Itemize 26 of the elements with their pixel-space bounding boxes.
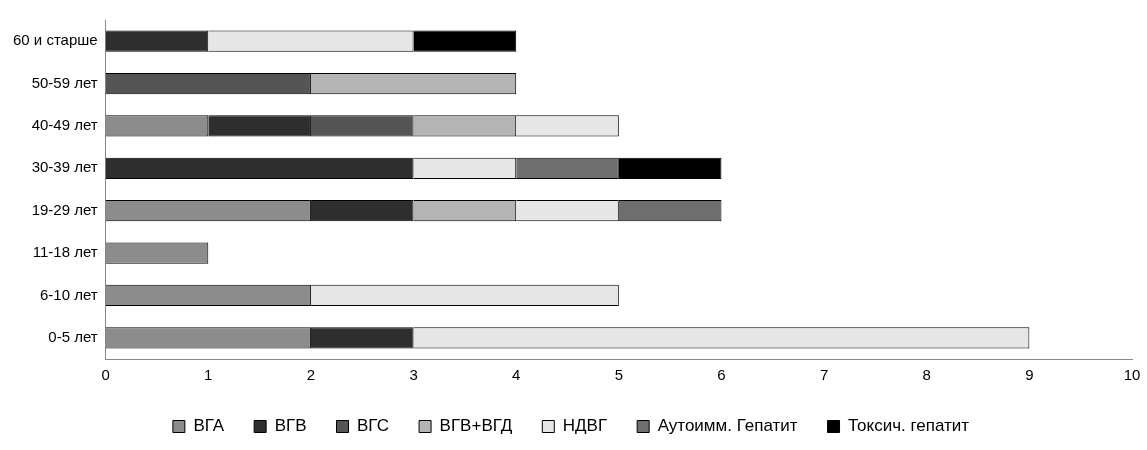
x-tick-label: 5	[614, 366, 623, 384]
legend-label: ВГВ+ВГД	[439, 416, 513, 436]
y-tick-label: 50-59 лет	[31, 73, 98, 91]
y-tick-label: 11-18 лет	[32, 243, 98, 261]
legend-label: Аутоимм. Гепатит	[657, 416, 798, 436]
y-tick-label: 19-29 лет	[31, 200, 98, 218]
x-tick-label: 8	[922, 366, 931, 384]
legend-label: ВГВ	[274, 416, 307, 436]
x-tick-label: 10	[1123, 366, 1141, 384]
y-tick-label: 0-5 лет	[48, 327, 98, 345]
x-tick-label: 7	[819, 366, 829, 384]
legend-label: ВГС	[357, 416, 390, 436]
y-tick-label: 60 и старше	[12, 31, 98, 49]
x-tick-label: 4	[512, 366, 521, 384]
x-tick-label: 2	[306, 366, 316, 384]
legend-label: Токсич. гепатит	[848, 416, 970, 436]
y-tick-label: 30-39 лет	[31, 158, 98, 176]
x-tick-label: 0	[101, 366, 110, 384]
legend-label: ВГА	[193, 416, 225, 436]
y-tick-label: 40-49 лет	[31, 116, 98, 134]
y-tick-label: 6-10 лет	[40, 285, 98, 303]
x-tick-label: 3	[409, 366, 418, 384]
x-tick-label: 1	[204, 366, 213, 384]
x-tick-label: 9	[1025, 366, 1034, 384]
legend-label: НДВГ	[562, 416, 608, 436]
x-tick-label: 6	[717, 366, 726, 384]
